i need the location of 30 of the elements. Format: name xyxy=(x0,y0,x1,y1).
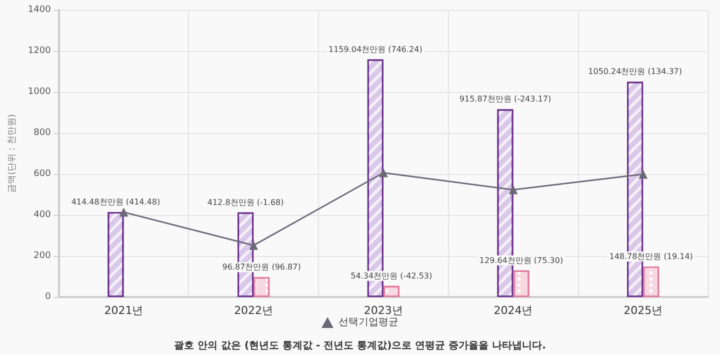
y-tick-label: 200 xyxy=(34,251,52,261)
x-tick-label: 2025년 xyxy=(624,304,663,317)
data-label: 129.64천만원 (75.30) xyxy=(479,256,564,265)
y-tick-label: 800 xyxy=(34,128,52,138)
text: 괄호 안의 값은 (현년도 통계값 - 전년도 통계값)으로 연평균 증가율을 나타냅니다. xyxy=(174,340,546,352)
data-label: 1159.04천만원 (746.24) xyxy=(328,44,422,54)
x-tick-label: 2023년 xyxy=(364,304,403,317)
y-tick-label: 0 xyxy=(45,292,52,302)
point xyxy=(378,168,388,178)
x-tick-label: 2021년 xyxy=(104,304,144,317)
data-label: 96.87천만원 (96.87) xyxy=(222,262,301,272)
data-label: 54.34천만원 (-42.53) xyxy=(350,271,432,280)
data-label: 414.48천만원 (414.48) xyxy=(71,198,160,207)
point xyxy=(638,170,648,179)
point xyxy=(119,208,128,217)
y-axis-title: 금액(단위 : 천만원) xyxy=(8,114,18,193)
data-label: 915.87천만원 (-243.17) xyxy=(459,94,552,104)
data-label: 1050.24천만원 (134.37) xyxy=(588,67,682,76)
data-label: 148.78천만원 (19.14) xyxy=(609,252,693,261)
y-tick-label: 1200 xyxy=(28,46,52,56)
legend-label: 선택기업평균 xyxy=(338,317,398,328)
y-tick-label: 600 xyxy=(34,169,52,179)
point xyxy=(508,185,518,194)
data-label: 412.8천만원 (-1.68) xyxy=(207,198,284,207)
y-tick-label: 1400 xyxy=(28,5,52,15)
y-tick-label: 400 xyxy=(34,210,52,220)
point xyxy=(249,240,258,250)
y-tick-label: 1000 xyxy=(28,87,52,97)
x-tick-label: 2022년 xyxy=(234,304,274,317)
x-tick-label: 2024년 xyxy=(494,304,533,317)
